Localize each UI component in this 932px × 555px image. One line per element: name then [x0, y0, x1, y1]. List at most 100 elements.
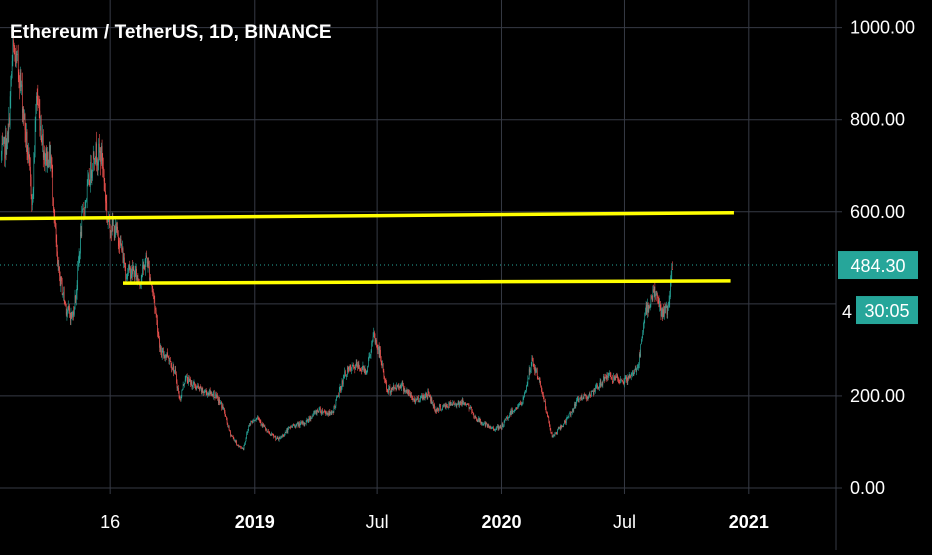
candle-body: [301, 422, 302, 424]
candle-body: [171, 366, 172, 369]
candle-body: [213, 391, 214, 397]
candle-body: [101, 146, 102, 164]
candle-body: [440, 406, 441, 411]
candle-body: [565, 421, 566, 424]
time-tick-label: Jul: [613, 512, 636, 532]
candle-body: [449, 401, 451, 406]
candle-body: [71, 312, 72, 318]
candle-body: [232, 436, 234, 438]
price-scale[interactable]: 1000.00 800.00 600.00 200.00 0.00: [836, 18, 915, 498]
candle-body: [122, 248, 123, 251]
candle-body: [668, 301, 670, 305]
candle-body: [320, 411, 322, 414]
level-lines[interactable]: [0, 210, 734, 285]
candle-body: [665, 307, 666, 309]
symbol-title[interactable]: Ethereum / TetherUS, 1D, BINANCE: [10, 22, 332, 43]
candle-body: [283, 435, 285, 437]
candle-body: [129, 265, 131, 268]
candle-body: [368, 359, 369, 367]
candle-body: [545, 401, 546, 409]
candle-body: [150, 278, 152, 283]
candle-body: [322, 409, 323, 413]
candle-body: [518, 404, 520, 406]
candle-body: [138, 279, 139, 282]
candle-body: [137, 275, 139, 280]
candle-body: [477, 421, 479, 423]
candle-body: [201, 387, 203, 393]
candle-body: [424, 395, 426, 399]
candle-body: [170, 361, 172, 367]
candle-body: [461, 402, 462, 405]
candle-body: [583, 394, 585, 400]
candle-body: [484, 422, 486, 426]
candle-body: [489, 426, 491, 428]
candle-body: [593, 390, 595, 395]
candle-body: [469, 407, 471, 409]
candle-body: [370, 351, 372, 355]
candle-body: [669, 296, 671, 302]
candle-body: [568, 415, 569, 417]
candle-body: [8, 117, 10, 133]
candle-body: [53, 198, 54, 210]
candle-body: [119, 239, 121, 248]
candle-body: [401, 383, 403, 385]
candle-body: [276, 437, 278, 439]
candle-body: [543, 394, 544, 398]
candle-body: [105, 201, 107, 204]
candle-body: [26, 131, 28, 155]
candle-body: [179, 398, 181, 400]
candle-body: [234, 440, 235, 442]
candle-body: [162, 351, 164, 353]
candle-body: [349, 366, 351, 368]
candle-body: [88, 174, 90, 185]
candle-body: [434, 409, 436, 412]
candle-body: [145, 255, 147, 263]
candle-body: [397, 384, 398, 387]
candle-body: [401, 383, 402, 389]
candle-body: [436, 408, 438, 412]
candle-body: [353, 366, 355, 368]
candle-body: [363, 365, 364, 368]
candle-body: [652, 289, 654, 301]
candle-body: [159, 347, 161, 349]
candle-body: [114, 234, 116, 238]
candle-body: [478, 418, 479, 422]
time-scale[interactable]: 16 2019 Jul 2020 Jul 2021: [100, 488, 769, 532]
candle-body: [122, 248, 124, 263]
candle-body: [289, 426, 291, 428]
candle-body: [264, 426, 266, 428]
candle-body: [109, 214, 110, 226]
candle-body: [604, 376, 606, 380]
candle-body: [438, 408, 439, 411]
candle-body: [553, 434, 554, 437]
candle-body: [407, 390, 409, 395]
candle-body: [646, 305, 648, 313]
candle-body: [497, 426, 498, 427]
candle-body: [649, 306, 650, 308]
candle-body: [610, 375, 612, 378]
candle-body: [553, 434, 555, 436]
candle-body: [175, 369, 177, 375]
candle-body: [118, 240, 120, 247]
candle-body: [340, 388, 342, 391]
candle-body: [66, 311, 68, 315]
candle-body: [255, 419, 257, 421]
candle-body: [659, 301, 661, 305]
candle-body: [551, 433, 553, 438]
candle-body: [345, 371, 346, 376]
candle-body: [133, 268, 135, 271]
candle-body: [195, 386, 196, 388]
candle-body: [407, 389, 408, 395]
candle-body: [618, 378, 619, 382]
candle-body: [106, 203, 108, 218]
candle-body: [621, 380, 623, 381]
candle-body: [245, 438, 247, 442]
candle-body: [495, 429, 496, 431]
candle-body: [343, 377, 344, 385]
candle-body: [300, 422, 302, 424]
candle-body: [459, 402, 461, 404]
candle-body: [249, 424, 250, 427]
candle-body: [458, 401, 460, 406]
